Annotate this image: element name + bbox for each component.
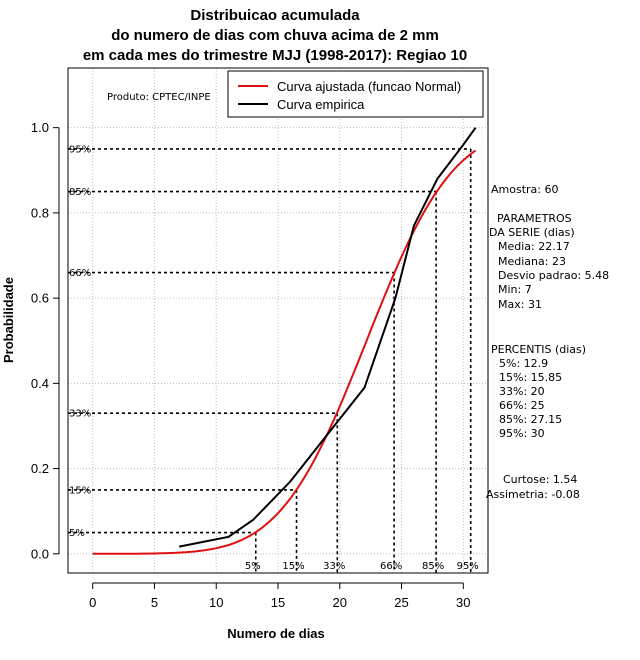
legend-label-fitted: Curva ajustada (funcao Normal) bbox=[277, 79, 461, 94]
series-line-empirical bbox=[179, 127, 477, 548]
param-min: Min: 7 bbox=[498, 283, 532, 296]
legend: Curva ajustada (funcao Normal) Curva emp… bbox=[227, 70, 484, 118]
skewness: Assimetria: -0.08 bbox=[486, 488, 580, 501]
stats-panel: Amostra: 60 PARAMETROS DA SERIE (dias) M… bbox=[486, 183, 609, 501]
param-median: Mediana: 23 bbox=[498, 255, 566, 268]
x-tick-label-6: 30 bbox=[456, 595, 470, 610]
guide-prob-label-2: 33% bbox=[69, 409, 91, 420]
y-tick-label-5: 1.0 bbox=[31, 120, 49, 135]
x-tick-label-4: 20 bbox=[333, 595, 347, 610]
guide-value-label-1: 15% bbox=[282, 561, 304, 572]
guide-value-label-3: 66% bbox=[380, 561, 402, 572]
product-label: Produto: CPTEC/INPE bbox=[107, 92, 211, 103]
y-tick-label-2: 0.4 bbox=[31, 376, 49, 391]
plot-frame bbox=[67, 67, 489, 574]
guide-prob-label-3: 66% bbox=[69, 268, 91, 279]
chart-title-line-1: Distribuicao acumulada bbox=[190, 7, 360, 24]
param-max: Max: 31 bbox=[498, 298, 542, 311]
y-axis: 0.0 0.2 0.4 0.6 0.8 1.0 bbox=[31, 120, 60, 561]
series-line-fitted bbox=[92, 149, 477, 555]
guide-prob-label-0: 5% bbox=[69, 528, 85, 539]
x-axis: 0 5 10 15 20 25 30 bbox=[89, 582, 471, 610]
percentile-95: 95%: 30 bbox=[499, 427, 545, 440]
params-title-1: PARAMETROS bbox=[497, 212, 572, 225]
chart-title-line-3: em cada mes do trimestre MJJ (1998-2017)… bbox=[83, 47, 467, 64]
y-tick-label-4: 0.8 bbox=[31, 205, 49, 220]
sample-size: Amostra: 60 bbox=[491, 183, 558, 196]
x-tick-label-2: 10 bbox=[209, 595, 223, 610]
grid bbox=[68, 68, 488, 573]
percentile-15: 15%: 15.85 bbox=[499, 371, 562, 384]
legend-box bbox=[227, 70, 484, 118]
guide-prob-label-1: 15% bbox=[69, 485, 91, 496]
guide-value-label-5: 95% bbox=[457, 561, 479, 572]
guide-value-label-4: 85% bbox=[422, 561, 444, 572]
params-title-2: DA SERIE (dias) bbox=[489, 226, 575, 239]
percentile-66: 66%: 25 bbox=[499, 399, 545, 412]
param-mean: Media: 22.17 bbox=[498, 240, 570, 253]
y-tick-label-1: 0.2 bbox=[31, 461, 49, 476]
series-lines bbox=[92, 127, 477, 555]
guide-prob-label-4: 85% bbox=[69, 187, 91, 198]
y-axis-title: Probabilidade bbox=[1, 277, 16, 363]
guide-value-label-0: 5% bbox=[245, 561, 261, 572]
percentile-33: 33%: 20 bbox=[499, 385, 545, 398]
param-sd: Desvio padrao: 5.48 bbox=[498, 269, 609, 282]
x-tick-label-3: 15 bbox=[271, 595, 285, 610]
x-tick-label-5: 25 bbox=[394, 595, 408, 610]
x-tick-label-1: 5 bbox=[151, 595, 158, 610]
kurtosis: Curtose: 1.54 bbox=[503, 473, 577, 486]
y-tick-label-0: 0.0 bbox=[31, 546, 49, 561]
y-tick-label-3: 0.6 bbox=[31, 291, 49, 306]
chart-title-line-2: do numero de dias com chuva acima de 2 m… bbox=[111, 27, 439, 44]
percentile-guides: 5% 5% 15% 15% 33% 33% 66% 66% 85% 85% 95% 95% bbox=[68, 144, 479, 573]
guide-prob-label-5: 95% bbox=[69, 144, 91, 155]
percentiles-title: PERCENTIS (dias) bbox=[491, 343, 586, 356]
percentile-85: 85%: 27.15 bbox=[499, 413, 562, 426]
x-tick-label-0: 0 bbox=[89, 595, 96, 610]
percentile-5: 5%: 12.9 bbox=[499, 357, 548, 370]
legend-label-empirical: Curva empirica bbox=[277, 97, 365, 112]
guide-value-label-2: 33% bbox=[323, 561, 345, 572]
x-axis-title: Numero de dias bbox=[227, 626, 325, 641]
